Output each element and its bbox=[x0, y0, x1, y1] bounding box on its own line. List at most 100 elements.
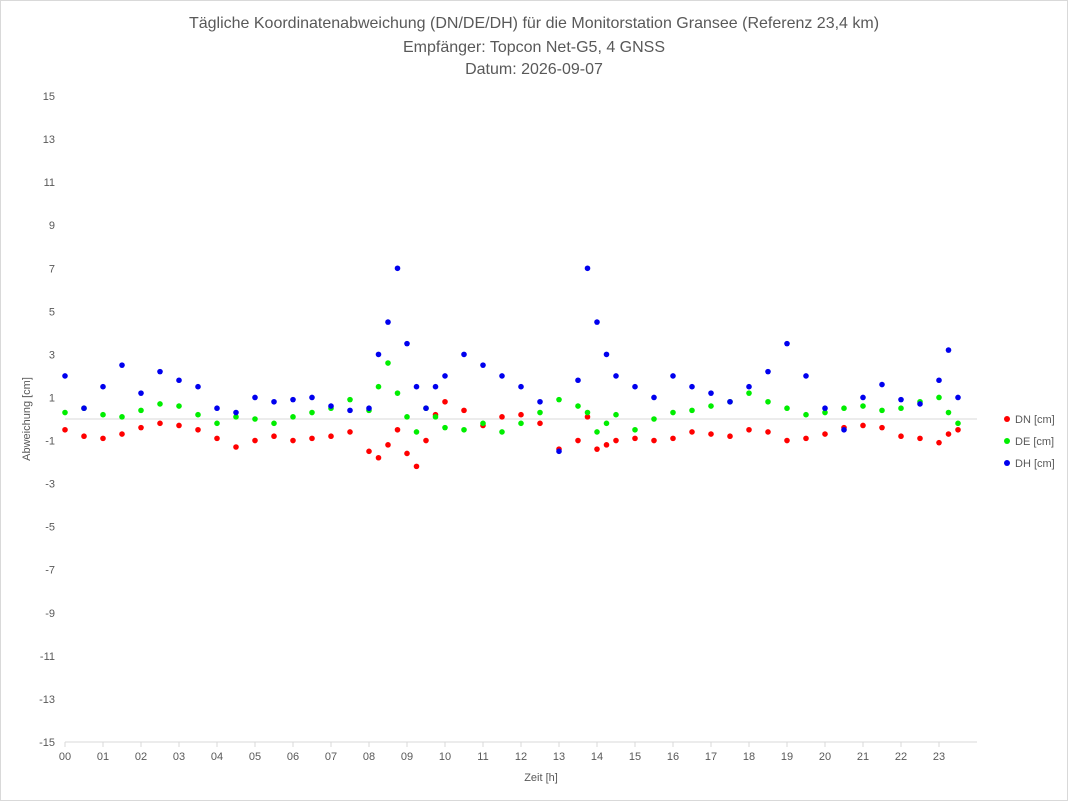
data-point bbox=[176, 377, 182, 384]
chart-subtitle: Empfänger: Topcon Net-G5, 4 GNSS bbox=[403, 39, 665, 56]
data-point bbox=[860, 422, 866, 429]
data-point bbox=[955, 394, 961, 401]
data-point bbox=[81, 433, 87, 440]
data-point bbox=[841, 405, 847, 412]
data-point bbox=[138, 424, 144, 431]
data-point bbox=[594, 446, 600, 452]
x-tick-label: 22 bbox=[895, 751, 907, 763]
data-point bbox=[413, 383, 420, 390]
data-point bbox=[945, 431, 952, 437]
data-point bbox=[860, 394, 866, 401]
data-point bbox=[879, 424, 885, 431]
data-point bbox=[328, 403, 334, 409]
y-tick-label: -11 bbox=[40, 651, 55, 663]
data-point bbox=[879, 381, 885, 388]
data-point bbox=[271, 398, 277, 405]
data-point bbox=[575, 403, 581, 409]
data-point bbox=[423, 405, 429, 412]
data-point bbox=[214, 405, 220, 412]
data-point bbox=[822, 405, 828, 412]
data-point bbox=[537, 420, 543, 427]
data-point bbox=[936, 377, 942, 384]
data-point bbox=[347, 396, 353, 403]
x-tick-label: 23 bbox=[933, 751, 945, 763]
legend-marker bbox=[1004, 438, 1010, 444]
y-tick-label: -9 bbox=[45, 608, 55, 620]
y-tick-label: 5 bbox=[49, 306, 55, 318]
data-point bbox=[518, 420, 524, 427]
data-point bbox=[803, 373, 809, 379]
data-point bbox=[394, 265, 401, 272]
data-point bbox=[375, 383, 382, 390]
data-point bbox=[945, 409, 952, 416]
data-point bbox=[945, 347, 952, 353]
data-point bbox=[670, 435, 676, 442]
y-tick-label: -1 bbox=[45, 436, 55, 448]
data-point bbox=[394, 390, 401, 396]
data-point bbox=[119, 362, 125, 368]
data-point bbox=[689, 429, 695, 435]
data-point bbox=[841, 426, 847, 433]
y-axis-title: Abweichung [cm] bbox=[21, 377, 33, 461]
data-point bbox=[138, 407, 144, 414]
data-point bbox=[670, 409, 676, 416]
data-point bbox=[499, 414, 505, 420]
data-point bbox=[936, 394, 942, 401]
x-tick-label: 04 bbox=[211, 751, 223, 763]
y-tick-label: 15 bbox=[43, 91, 55, 103]
data-point bbox=[784, 437, 790, 444]
data-point bbox=[632, 383, 638, 390]
data-point bbox=[537, 398, 543, 405]
data-point bbox=[689, 383, 695, 390]
data-point bbox=[584, 265, 591, 272]
data-point bbox=[119, 431, 125, 437]
x-tick-label: 14 bbox=[591, 751, 603, 763]
data-point bbox=[499, 373, 505, 379]
legend-marker bbox=[1004, 416, 1010, 422]
data-point bbox=[461, 426, 467, 433]
data-point bbox=[955, 426, 961, 433]
x-tick-label: 11 bbox=[477, 751, 488, 763]
data-point bbox=[537, 409, 543, 416]
legend-label: DN [cm] bbox=[1015, 414, 1055, 426]
data-point bbox=[432, 383, 439, 390]
data-point bbox=[100, 411, 106, 418]
y-tick-label: -3 bbox=[45, 479, 55, 491]
data-point bbox=[347, 429, 353, 435]
y-tick-label: -13 bbox=[39, 694, 55, 706]
data-point bbox=[518, 383, 524, 390]
x-tick-label: 13 bbox=[553, 751, 565, 763]
data-point bbox=[917, 401, 923, 407]
data-point bbox=[746, 426, 752, 433]
data-point bbox=[309, 394, 315, 401]
x-tick-label: 20 bbox=[819, 751, 831, 763]
data-point bbox=[404, 450, 410, 457]
data-point bbox=[651, 416, 657, 422]
data-point bbox=[62, 426, 68, 433]
data-point bbox=[879, 407, 885, 414]
data-point bbox=[632, 426, 638, 433]
data-point bbox=[100, 435, 106, 442]
x-tick-label: 09 bbox=[401, 751, 413, 763]
data-point bbox=[784, 405, 790, 412]
data-point bbox=[442, 424, 448, 431]
data-point bbox=[708, 390, 714, 396]
data-point bbox=[727, 433, 733, 440]
data-point bbox=[822, 431, 828, 437]
data-point bbox=[157, 368, 163, 375]
data-point bbox=[442, 398, 448, 405]
data-point bbox=[62, 373, 68, 379]
data-point bbox=[603, 351, 610, 358]
data-point bbox=[195, 383, 201, 390]
data-point bbox=[385, 442, 391, 448]
series-1-points bbox=[62, 360, 961, 435]
x-tick-label: 07 bbox=[325, 751, 337, 763]
data-point bbox=[955, 420, 961, 427]
data-point bbox=[480, 420, 486, 427]
y-tick-label: 3 bbox=[49, 349, 55, 361]
data-point bbox=[62, 409, 68, 416]
data-point bbox=[594, 429, 600, 435]
y-tick-label: -15 bbox=[39, 737, 55, 749]
x-tick-label: 01 bbox=[97, 751, 109, 763]
